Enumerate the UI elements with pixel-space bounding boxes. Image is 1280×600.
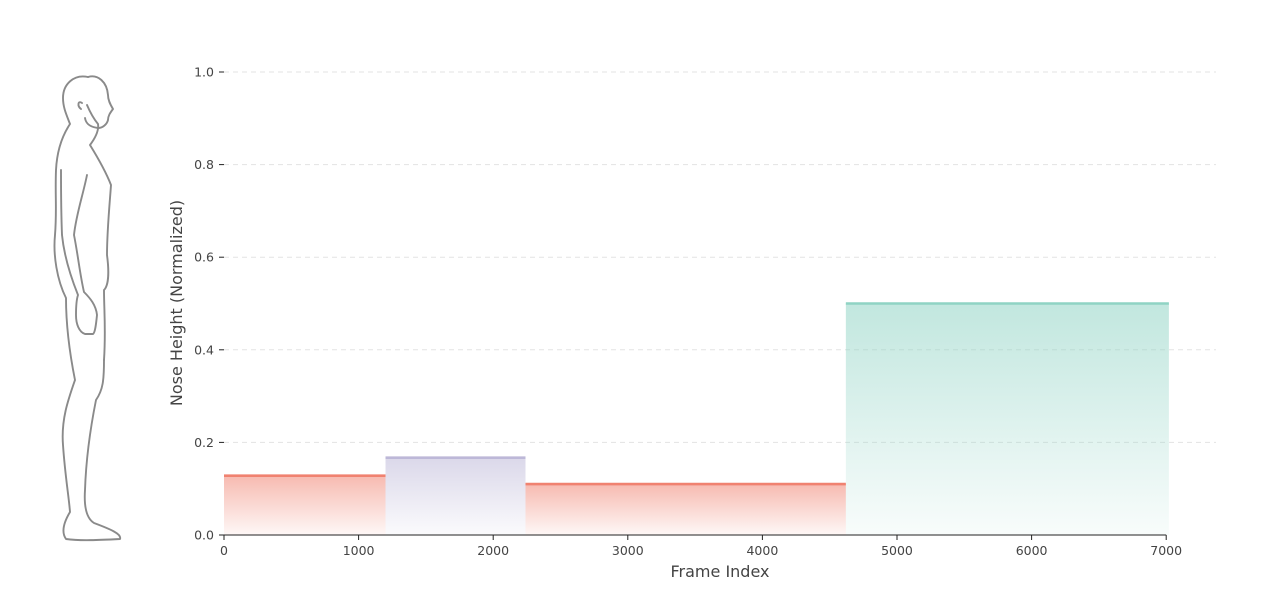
silhouette-arm [60, 169, 98, 335]
silhouette-front-outline [53, 75, 122, 542]
grid [224, 71, 1216, 443]
person-silhouette-icon [53, 75, 122, 542]
x-tick-label: 4000 [746, 543, 778, 558]
y-tick-label: 0.4 [194, 342, 214, 357]
x-axis-label: Frame Index [671, 562, 770, 581]
segment-fill [845, 303, 1169, 535]
segment-fill [224, 475, 386, 535]
x-tick-label: 5000 [881, 543, 913, 558]
y-axis-label: Nose Height (Normalized) [167, 200, 186, 406]
x-tick-label: 1000 [343, 543, 375, 558]
segment-fill [385, 457, 526, 535]
x-tick-label: 3000 [612, 543, 644, 558]
plot-area [224, 302, 1169, 535]
y-tick-label: 0.0 [194, 528, 214, 543]
segment-fill [525, 484, 846, 535]
x-tick-label: 7000 [1150, 543, 1182, 558]
axes: 0.0 0.2 0.4 0.6 0.8 1.0 0 1000 2000 3000 4000 5000 6… [194, 65, 1182, 559]
silhouette-head [84, 75, 114, 129]
y-tick-label: 0.6 [194, 250, 214, 265]
x-tick-label: 6000 [1016, 543, 1048, 558]
y-tick-label: 0.2 [194, 435, 214, 450]
x-tick-label: 0 [220, 543, 228, 558]
y-tick-label: 1.0 [194, 65, 214, 80]
x-tick-label: 2000 [477, 543, 509, 558]
silhouette-ear [77, 101, 83, 110]
y-tick-label: 0.8 [194, 157, 214, 172]
silhouette-back-outline [86, 104, 112, 361]
